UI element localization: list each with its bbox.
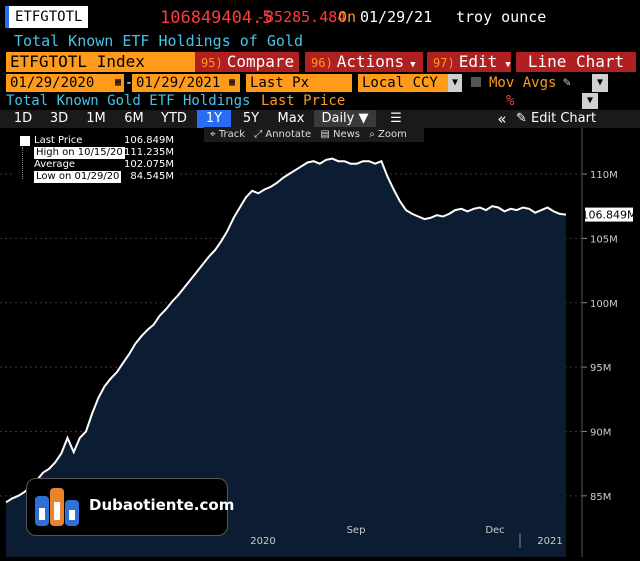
header-bar: ETFGTOTL 106849404.5 -85285.484 On 01/29…	[0, 0, 640, 32]
pencil-icon[interactable]: ✎	[563, 75, 571, 90]
frequency-label: Daily	[321, 111, 355, 126]
line-chart-button[interactable]: Line Chart	[516, 52, 636, 72]
tab-6m[interactable]: 6M	[124, 111, 144, 126]
tab-1m[interactable]: 1M	[86, 111, 106, 126]
logo-icon	[35, 488, 79, 526]
end-date-field[interactable]: 01/29/2021	[132, 74, 240, 92]
y-tick-label: 110M	[590, 170, 618, 181]
watermark-logo: Dubaotiente.com	[26, 478, 234, 536]
unit-label: troy ounce	[456, 8, 547, 26]
chart-menu-icon[interactable]: ☰	[390, 111, 402, 126]
stats-legend: Last Price 106.849M High on 10/15/20 111…	[14, 135, 178, 183]
zoom-button[interactable]: Zoom	[377, 129, 407, 140]
chart-tools: ⌖ Track ⤢ Annotate ▤ News ⌕ Zoom	[204, 127, 424, 142]
legend-high-label: High on 10/15/20	[34, 147, 125, 159]
x-tick-label: Sep	[347, 525, 366, 536]
x-tick-label: Dec	[485, 525, 504, 536]
triangle-down-icon: ▼	[358, 111, 369, 126]
pin-icon[interactable]: ⤢	[254, 129, 263, 140]
tab-1d[interactable]: 1D	[13, 111, 33, 126]
security-description: Total Known ETF Holdings of Gold	[14, 32, 303, 50]
y-tick-label: 105M	[590, 234, 618, 245]
track-button[interactable]: Track	[218, 129, 245, 140]
y-axis: 85M 90M 95M 100M 105M 110M	[581, 128, 618, 557]
as-of-date: 01/29/21	[360, 8, 433, 26]
last-price-tag-label: 106.849M	[582, 209, 637, 222]
chevron-down-icon[interactable]: ▼	[448, 74, 462, 92]
compare-hotkey: 95)	[201, 56, 223, 70]
last-price-tag: 106.849M	[582, 207, 637, 222]
percent-toggle[interactable]: %	[506, 93, 515, 109]
on-label: On	[338, 8, 357, 26]
legend-low-label: Low on 01/29/20	[34, 171, 122, 183]
toolbar: ETFGTOTL Index 95) Compare 96) Actions ▼ 97…	[0, 52, 640, 72]
x-tick-label: 2021	[537, 536, 562, 547]
collapse-icon[interactable]: «	[497, 110, 507, 128]
tab-1y[interactable]: 1Y	[197, 110, 231, 128]
date-separator: -	[124, 75, 134, 91]
frequency-select[interactable]: Daily ▼	[314, 110, 376, 128]
series-legend-bar: Total Known Gold ETF Holdings Last Price…	[0, 93, 640, 109]
legend-last-value: 106.849M	[124, 135, 174, 146]
zoom-icon[interactable]: ⌕	[369, 129, 375, 140]
tab-3d[interactable]: 3D	[49, 111, 69, 126]
edit-chart-label: Edit Chart	[531, 111, 597, 126]
period-tabs: 1D 3D 1M 6M YTD 1Y 5Y Max Daily ▼ ☰ « ✎ …	[0, 110, 640, 128]
edit-label: Edit	[458, 52, 498, 71]
edit-chart-button[interactable]: ✎ Edit Chart	[516, 110, 636, 128]
edit-button[interactable]: 97) Edit ▼	[427, 52, 511, 72]
legend-low-value: 84.545M	[130, 171, 174, 182]
x-tick-label: 2020	[250, 536, 275, 547]
tab-ytd[interactable]: YTD	[161, 111, 187, 126]
series-swatch	[20, 136, 30, 146]
chevron-down-icon[interactable]: ▼	[582, 93, 598, 109]
tab-5y[interactable]: 5Y	[242, 111, 260, 126]
options-bar: 01/29/2020 ▦ - 01/29/2021 ▦ Last Px Loca…	[0, 74, 640, 92]
price-line	[5, 157, 567, 504]
pencil-icon: ✎	[516, 111, 527, 126]
actions-hotkey: 96)	[311, 56, 333, 70]
change-value: -85285.484	[256, 8, 347, 26]
legend-connector	[22, 147, 24, 179]
ticker-field[interactable]: ETFGTOTL	[5, 6, 89, 28]
crosshair-icon[interactable]: ⌖	[210, 129, 216, 140]
compare-button[interactable]: 95) Compare	[195, 52, 299, 72]
legend-high-value: 111.235M	[124, 147, 174, 158]
mov-avgs-label: Mov Avgs	[489, 75, 557, 91]
y-tick-label: 95M	[590, 363, 611, 374]
tab-max[interactable]: Max	[277, 111, 305, 126]
y-tick-label: 100M	[590, 299, 618, 310]
legend-last-label: Last Price	[34, 135, 83, 146]
calendar-icon[interactable]: ▦	[112, 74, 124, 92]
currency-select[interactable]: Local CCY	[358, 74, 448, 92]
last-value: 106849404.5	[160, 8, 273, 28]
caret-down-icon: ▼	[410, 60, 416, 70]
legend-average-label: Average	[34, 159, 76, 170]
actions-label: Actions	[336, 52, 405, 71]
field-label: Last Price	[261, 93, 346, 109]
news-icon[interactable]: ▤	[320, 129, 330, 140]
compare-label: Compare	[226, 52, 295, 71]
y-tick-label: 90M	[590, 427, 611, 438]
chevron-down-icon[interactable]: ▼	[592, 74, 608, 92]
mov-avgs-checkbox[interactable]	[471, 77, 481, 87]
annotate-button[interactable]: Annotate	[265, 129, 312, 140]
news-button[interactable]: News	[332, 129, 360, 140]
area-fill	[6, 158, 566, 557]
actions-button[interactable]: 96) Actions ▼	[305, 52, 423, 72]
start-date-field[interactable]: 01/29/2020	[6, 74, 124, 92]
watermark-text: Dubaotiente.com	[89, 496, 235, 514]
security-input[interactable]: ETFGTOTL Index	[6, 52, 214, 72]
edit-hotkey: 97)	[433, 56, 455, 70]
series-title: Total Known Gold ETF Holdings	[6, 93, 251, 109]
calendar-icon[interactable]: ▦	[226, 74, 238, 92]
y-tick-label: 85M	[590, 492, 611, 503]
caret-down-icon: ▼	[505, 60, 511, 70]
field-select[interactable]: Last Px	[246, 74, 352, 92]
legend-average-value: 102.075M	[124, 159, 174, 170]
